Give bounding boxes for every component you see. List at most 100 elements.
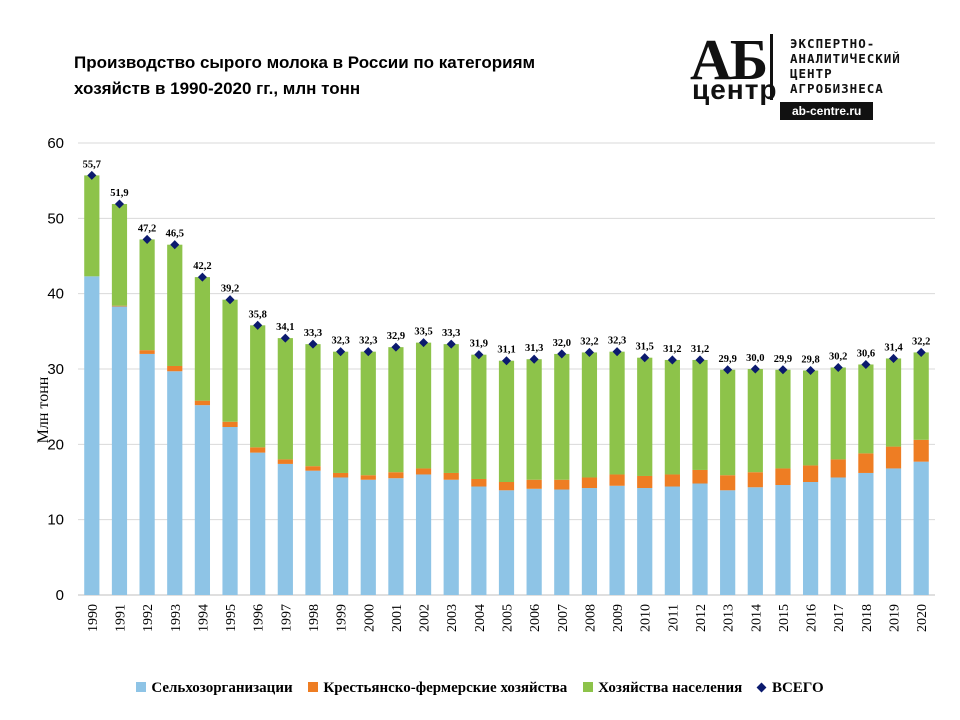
x-tick-label: 2009: [611, 604, 626, 632]
bar-segment-households: [526, 359, 542, 480]
bars: [84, 175, 929, 595]
bar-segment-agro: [84, 276, 100, 595]
legend-item-households: Хозяйства населения: [583, 680, 742, 697]
bar-segment-agro: [167, 371, 183, 595]
x-tick-label: 1995: [224, 604, 239, 632]
y-tick-label: 10: [47, 512, 64, 529]
bar-segment-agro: [885, 468, 902, 595]
logo-text-line: АНАЛИТИЧЕСКИЙ: [790, 51, 901, 66]
y-tick-label: 60: [47, 135, 64, 152]
bar-segment-farms: [111, 305, 128, 307]
legend-item-agro: Сельхозорганизации: [136, 680, 293, 697]
x-tick-label: 1997: [279, 604, 294, 632]
x-tick-label: 2008: [583, 604, 598, 632]
x-tick-label: 2005: [501, 604, 516, 632]
bar-segment-farms: [333, 472, 349, 478]
bar-segment-agro: [802, 482, 819, 595]
bar-segment-agro: [333, 477, 349, 595]
y-tick-label: 0: [56, 587, 64, 604]
bar-segment-agro: [139, 353, 155, 595]
bar-segment-agro: [360, 479, 376, 595]
total-marker: [557, 349, 567, 359]
x-tick-label: 2015: [777, 604, 792, 632]
bar-segment-households: [747, 369, 763, 473]
bar-segment-farms: [360, 475, 376, 480]
bar-segment-households: [333, 351, 349, 473]
legend-swatch-farms: [308, 682, 319, 692]
bar-segment-agro: [692, 483, 708, 595]
total-data-label: 31,9: [470, 339, 488, 350]
x-tick-label: 2006: [528, 604, 543, 632]
total-data-label: 33,3: [304, 328, 322, 339]
bar-segment-farms: [581, 477, 598, 489]
bar-segment-households: [277, 338, 293, 460]
total-data-label: 34,1: [276, 322, 294, 333]
logo-mark: АБ: [690, 27, 768, 92]
logo-url: ab-centre.ru: [780, 102, 874, 120]
logo-divider: [770, 34, 773, 100]
bar-segment-households: [913, 352, 929, 440]
bar-segment-agro: [471, 486, 487, 595]
bar-segment-farms: [277, 459, 293, 464]
total-marker: [225, 295, 235, 305]
bar-segment-agro: [637, 488, 653, 595]
total-data-label: 32,3: [608, 336, 626, 347]
bar-segment-agro: [775, 485, 791, 595]
chart-title-line-1: Производство сырого молока в России по к…: [74, 53, 536, 72]
y-tick-label: 20: [47, 436, 64, 453]
bar-segment-farms: [637, 475, 653, 489]
bar-segment-agro: [277, 463, 293, 595]
legend-label-farms: Крестьянско-фермерские хозяйства: [323, 680, 568, 696]
total-data-label: 31,5: [636, 342, 654, 353]
total-marker: [778, 365, 788, 375]
total-data-label: 51,9: [110, 188, 128, 199]
x-tick-label: 2012: [694, 604, 709, 632]
bar-segment-households: [360, 351, 376, 476]
total-data-label: 47,2: [138, 223, 156, 234]
bar-segment-households: [581, 352, 598, 478]
bar-segment-farms: [526, 479, 542, 489]
chart-title-line-2: хозяйств в 1990-2020 гг., млн тонн: [74, 79, 361, 98]
bar-segment-households: [84, 175, 100, 277]
legend: Сельхозорганизации Крестьянско-фермерски…: [0, 680, 960, 697]
y-axis-ticks: 0 10 20 30 40 50 60: [47, 135, 64, 604]
total-data-label: 33,3: [442, 328, 460, 339]
bar-segment-agro: [664, 486, 680, 595]
bar-segment-households: [305, 344, 321, 467]
bar-segment-farms: [858, 453, 874, 473]
bar-segment-farms: [692, 469, 708, 484]
bar-segment-households: [498, 360, 515, 482]
bar-segment-households: [664, 359, 680, 475]
bar-segment-households: [802, 370, 819, 466]
x-tick-label: 2014: [749, 604, 764, 632]
bar-segment-agro: [913, 461, 929, 595]
total-marker: [142, 234, 152, 244]
total-data-label: 29,9: [774, 354, 792, 365]
bar-segment-households: [194, 277, 211, 401]
total-data-label: 30,0: [746, 353, 764, 364]
bar-segment-agro: [194, 405, 211, 595]
bar-segment-farms: [139, 350, 155, 354]
total-data-label: 55,7: [83, 159, 101, 170]
total-labels: 55,7 51,9 47,2 46,5 42,2 39,2 35,8 34,1 33,3 32,3…: [83, 159, 931, 365]
bar-segment-farms: [885, 446, 902, 469]
y-tick-label: 30: [47, 361, 64, 378]
logo-text-line: АГРОБИЗНЕСА: [790, 81, 884, 96]
bar-segment-agro: [858, 472, 874, 595]
total-data-label: 30,6: [857, 348, 875, 359]
bar-segment-households: [637, 357, 653, 476]
total-data-label: 31,4: [884, 342, 903, 353]
total-data-label: 33,5: [414, 327, 432, 338]
total-marker: [87, 170, 97, 180]
total-data-label: 31,2: [663, 344, 681, 355]
bar-segment-agro: [250, 452, 266, 595]
total-marker: [253, 320, 263, 330]
legend-label-households: Хозяйства населения: [598, 680, 743, 696]
x-tick-label: 1993: [169, 604, 184, 632]
bar-segment-agro: [443, 479, 459, 595]
total-marker: [667, 355, 677, 365]
total-marker: [806, 365, 816, 376]
bar-segment-farms: [167, 365, 183, 372]
bar-segment-farms: [388, 472, 404, 479]
bar-segment-households: [111, 204, 128, 306]
